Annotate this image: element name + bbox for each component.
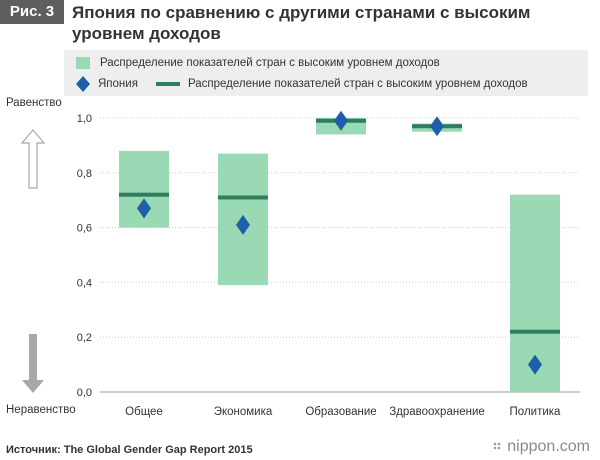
- japan-marker: [137, 198, 151, 219]
- range-bars: [119, 118, 560, 392]
- legend-japan-label: Япония: [98, 78, 138, 90]
- median-line-icon: [155, 82, 180, 86]
- category-label: Образование: [305, 406, 376, 418]
- legend-item-japan: Япония Распределение показателей стран с…: [76, 74, 528, 94]
- legend: Распределение показателей стран с высоки…: [64, 50, 588, 96]
- category-label: Здравоохранение: [389, 406, 485, 418]
- y-tick-label: 0,4: [77, 277, 92, 289]
- y-tick-label: 0,6: [77, 223, 92, 235]
- nippon-logo: nippon.com: [493, 438, 590, 456]
- japan-markers: [137, 110, 542, 375]
- category-label: Экономика: [214, 406, 273, 418]
- japan-marker: [334, 110, 348, 131]
- source-note: Источник: The Global Gender Gap Report 2…: [6, 444, 253, 456]
- japan-marker: [528, 354, 542, 375]
- range-swatch-icon: [76, 57, 90, 69]
- figure-label: Рис. 3: [0, 0, 64, 24]
- japan-marker: [430, 116, 444, 137]
- legend-range-label: Распределение показателей стран с высоки…: [100, 57, 440, 69]
- logo-dots-icon: [493, 442, 501, 450]
- y-tick-label: 1,0: [77, 113, 92, 125]
- equality-label: Равенство: [6, 97, 62, 109]
- y-tick-label: 0,0: [77, 387, 92, 399]
- chart-title: Япония по сравнению с другими странами с…: [72, 3, 531, 43]
- japan-marker: [236, 214, 250, 235]
- category-label: Политика: [510, 406, 562, 418]
- y-axis: 0,0 0,2 0,4 0,6 0,8 1,0: [77, 113, 92, 399]
- logo-text: nippon.com: [507, 438, 590, 455]
- y-tick-label: 0,2: [77, 332, 92, 344]
- category-label: Общее: [125, 406, 163, 418]
- grid: [100, 117, 580, 393]
- inequality-label: Неравенство: [6, 404, 76, 416]
- x-axis: Общее Экономика Образование Здравоохранение…: [125, 406, 561, 418]
- up-arrow-icon: [20, 129, 46, 189]
- diamond-icon: [76, 76, 90, 92]
- median-line: [119, 192, 169, 197]
- median-line: [218, 195, 268, 200]
- median-lines: [119, 118, 560, 334]
- legend-median-label: Распределение показателей стран с высоки…: [187, 78, 528, 90]
- chart-canvas: 0,0 0,2 0,4 0,6 0,8 1,0 Общее Экономика Образов…: [20, 110, 580, 418]
- down-arrow-icon: [22, 334, 44, 393]
- legend-item-range: Распределение показателей стран с высоки…: [76, 53, 440, 73]
- y-tick-label: 0,8: [77, 168, 92, 180]
- median-line: [510, 329, 560, 334]
